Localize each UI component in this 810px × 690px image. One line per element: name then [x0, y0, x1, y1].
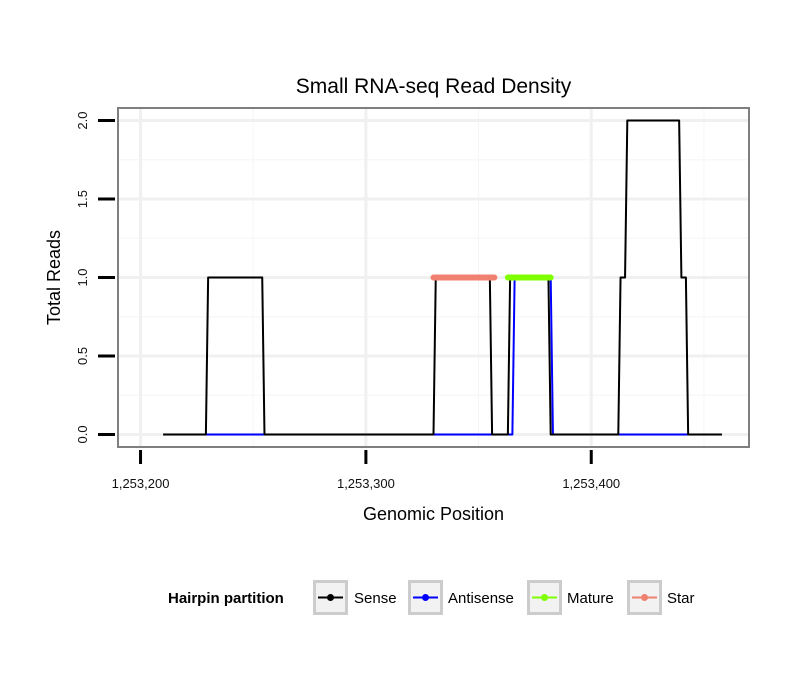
- x-axis-title: Genomic Position: [363, 504, 504, 524]
- legend: Hairpin partition Sense Antisense Mature St…: [168, 580, 695, 615]
- y-tick-label: 0.5: [75, 347, 90, 365]
- x-tick-label: 1,253,200: [112, 476, 170, 491]
- legend-key-dot: [422, 594, 429, 601]
- legend-label-mature: Mature: [567, 590, 614, 607]
- y-axis-title: Total Reads: [44, 230, 64, 325]
- legend-label-star: Star: [667, 590, 695, 607]
- series-layer: [163, 119, 722, 436]
- y-tick-label: 1.5: [75, 190, 90, 208]
- legend-key-dot: [641, 594, 648, 601]
- y-tick-label: 2.0: [75, 112, 90, 130]
- y-tick-label: 0.0: [75, 425, 90, 443]
- legend-key-dot: [327, 594, 334, 601]
- x-tick-label: 1,253,400: [562, 476, 620, 491]
- legend-key-dot: [541, 594, 548, 601]
- x-tick-label: 1,253,300: [337, 476, 395, 491]
- legend-title: Hairpin partition: [168, 590, 284, 607]
- legend-label-sense: Sense: [354, 590, 397, 607]
- legend-label-antisense: Antisense: [448, 590, 514, 607]
- y-tick-label: 1.0: [75, 268, 90, 286]
- panel-border: [117, 107, 750, 448]
- chart-title: Small RNA-seq Read Density: [296, 75, 572, 98]
- axes: 1,253,200 1,253,300 1,253,400 0.0 0.5 1.0 1.5 2…: [75, 112, 620, 491]
